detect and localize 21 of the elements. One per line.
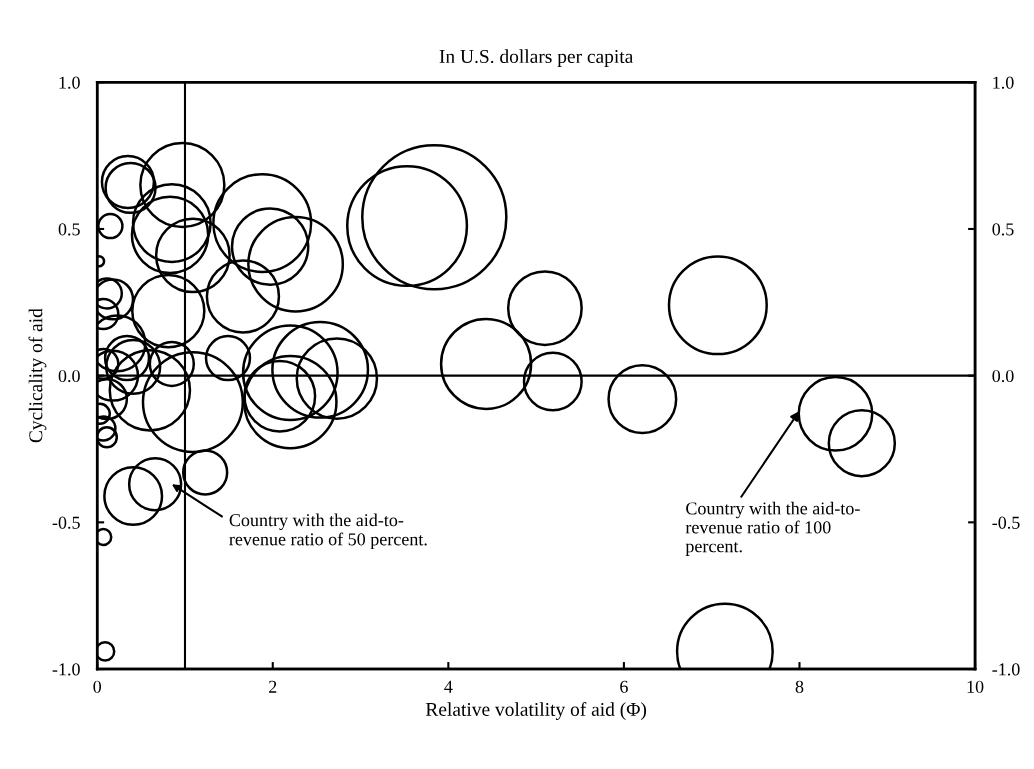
y2-tick-label: -0.5 — [992, 516, 1020, 529]
x-tick-label: 10 — [967, 680, 984, 693]
y-tick-label: -1.0 — [52, 663, 80, 676]
y-tick-label: 0.5 — [58, 223, 80, 236]
x-tick-label: 8 — [795, 680, 804, 693]
x-tick-label: 4 — [444, 680, 453, 693]
y2-tick-label: 0.5 — [992, 223, 1014, 236]
y-tick-label: 0.0 — [58, 369, 80, 383]
x-axis-title: Relative volatility of aid (Φ) — [425, 702, 647, 720]
annotation: Country with the aid-to- revenue ratio of 50 percent. — [229, 513, 427, 550]
y-tick-label: -0.5 — [52, 516, 80, 529]
x-tick-label: 0 — [93, 680, 102, 693]
y2-tick-label: 0.0 — [992, 369, 1014, 383]
chart-title: In U.S. dollars per capita — [439, 49, 634, 67]
x-tick-label: 2 — [269, 680, 277, 693]
x-tick-label: 6 — [620, 680, 628, 693]
annotation: Country with the aid-to- revenue ratio of 100 percent. — [685, 501, 860, 556]
y-tick-label: 1.0 — [59, 76, 80, 89]
y-axis-title: Cyclicality of aid — [28, 308, 47, 443]
y2-tick-label: 1.0 — [993, 76, 1014, 89]
y2-tick-label: -1.0 — [992, 663, 1020, 676]
